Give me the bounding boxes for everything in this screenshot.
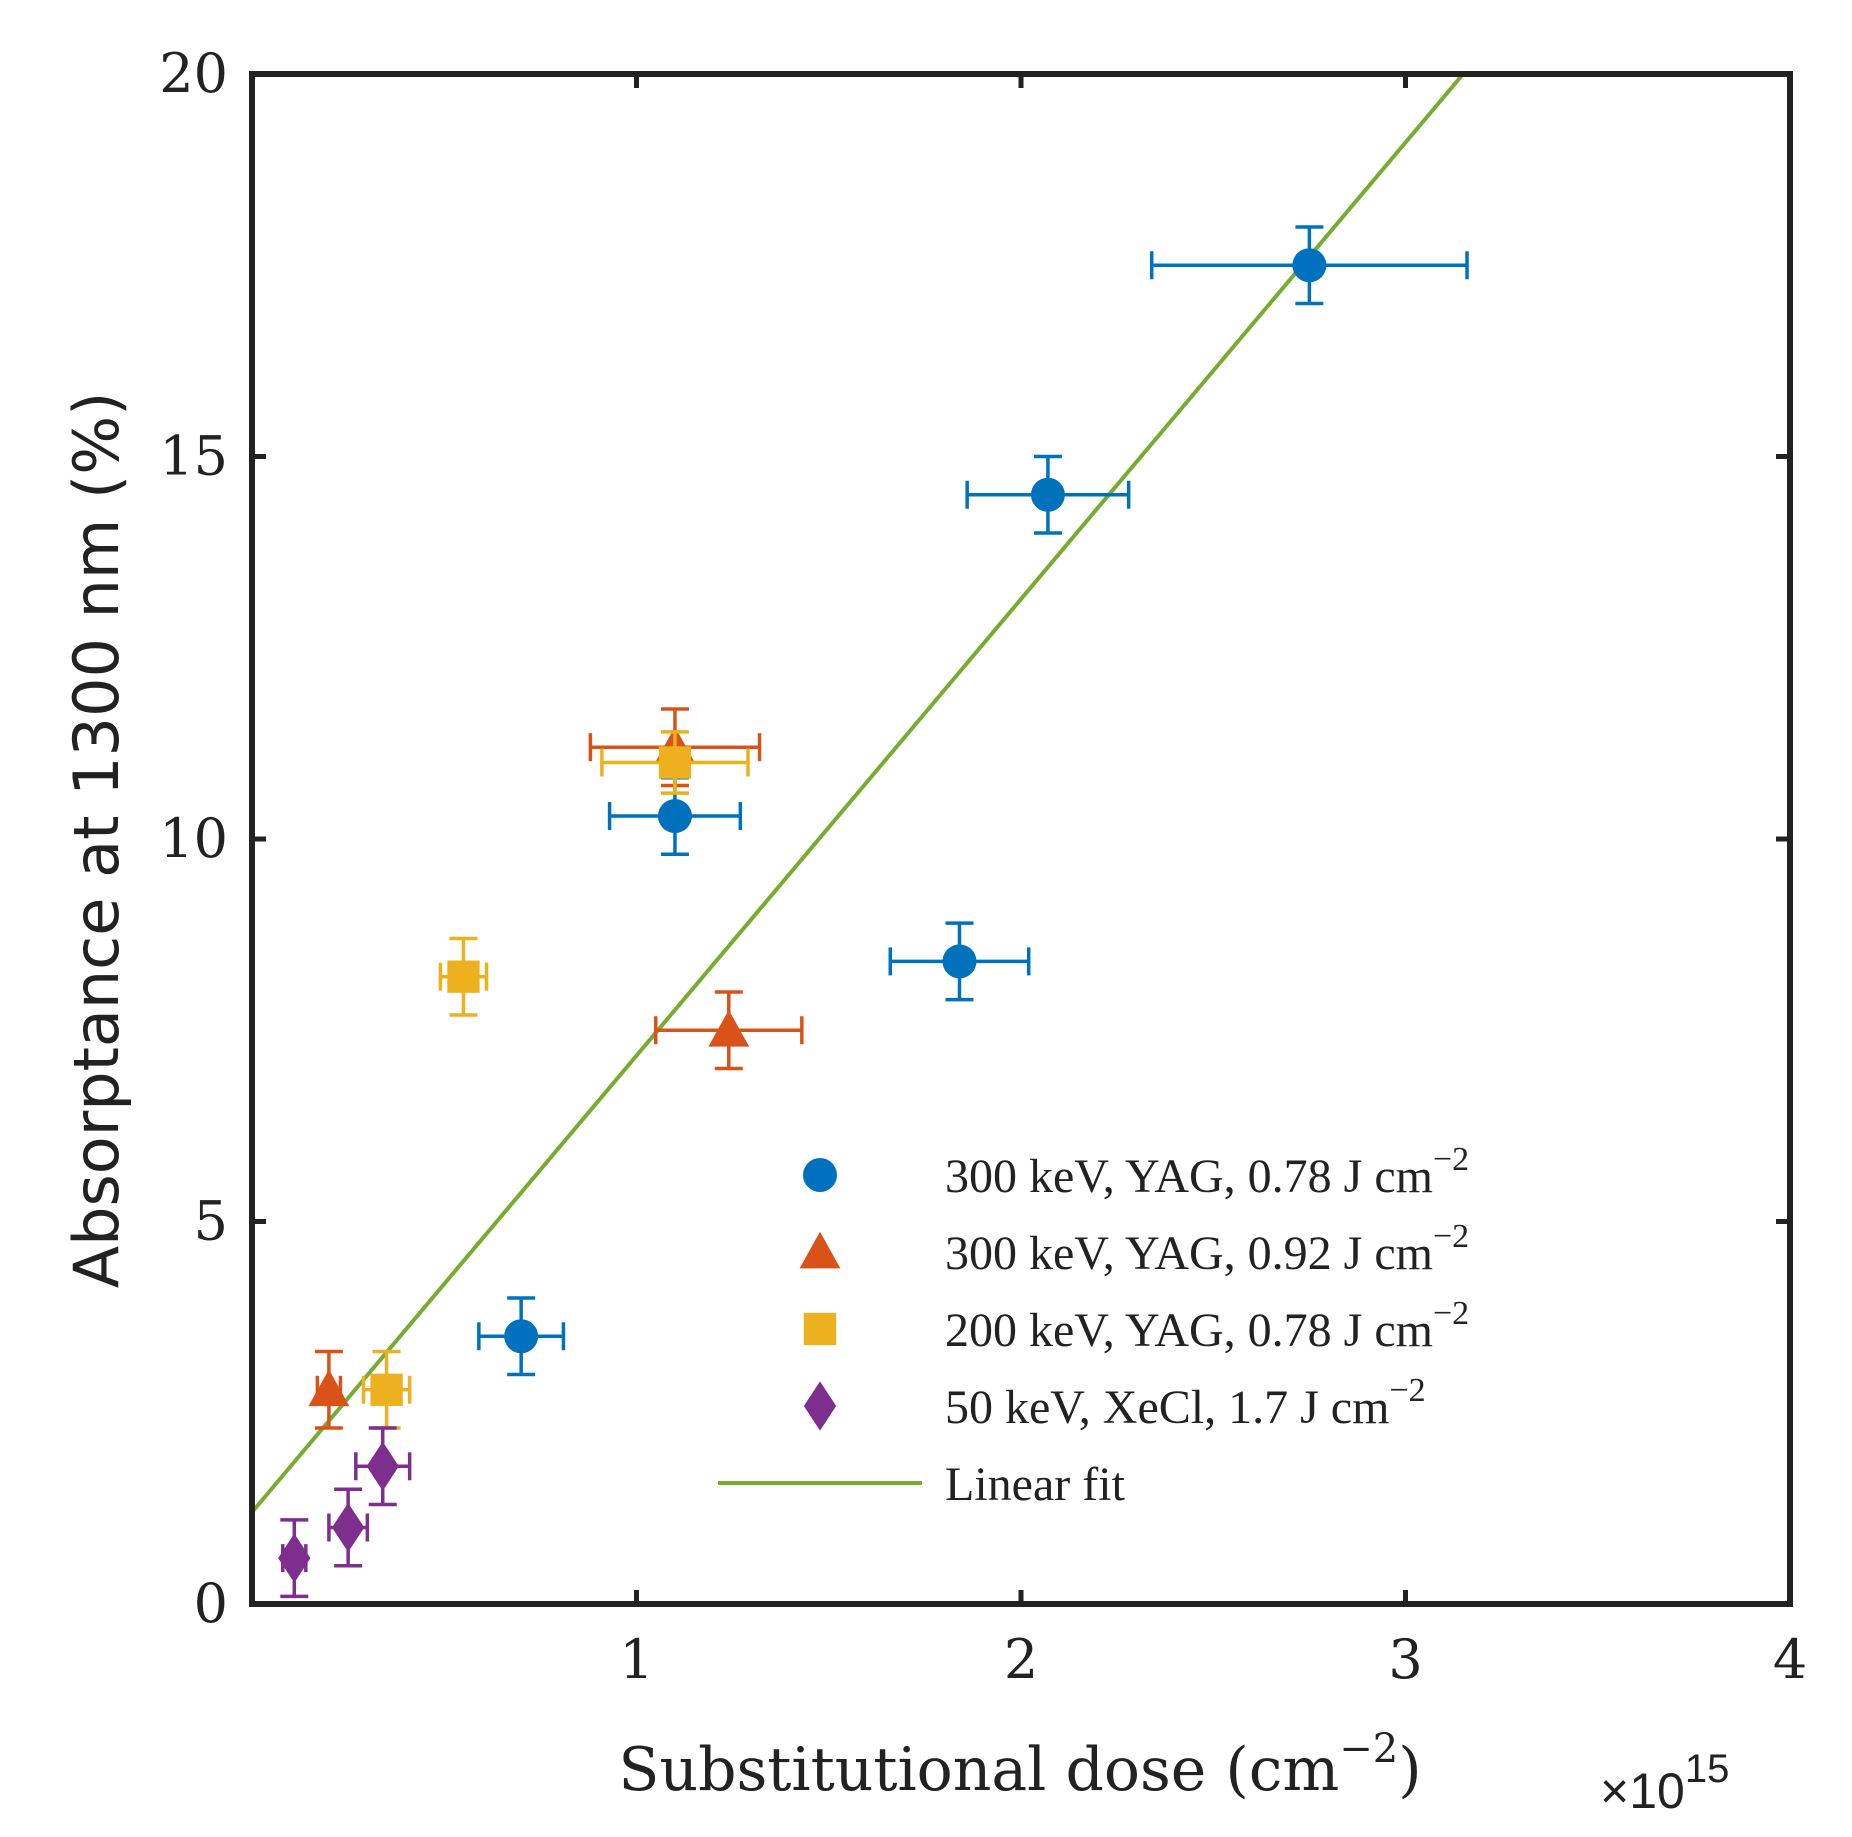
y-tick-label: 5 (194, 1190, 228, 1253)
legend-label: 200 keV, YAG, 0.78 J cm−2 (945, 1295, 1469, 1357)
x-axis-label-exponent: −2 (1339, 1726, 1398, 1772)
series-diamond (278, 1426, 412, 1599)
data-point-square (600, 730, 750, 795)
legend-label-main: 200 keV, YAG, 0.78 J cm (945, 1304, 1433, 1357)
x-tick-label: 4 (1773, 1628, 1807, 1691)
x-axis-label: Substitutional dose (cm−2) (618, 1726, 1421, 1805)
diamond-marker (366, 1441, 399, 1491)
y-tick-label: 0 (194, 1572, 228, 1635)
legend-entry: 300 keV, YAG, 0.92 J cm−2 (799, 1218, 1469, 1280)
x-axis-label-main: Substitutional dose (cm (618, 1735, 1339, 1805)
triangle-marker (708, 1009, 750, 1047)
triangle-marker (308, 1369, 350, 1407)
legend-entry: 200 keV, YAG, 0.78 J cm−2 (803, 1295, 1469, 1357)
data-point-square (438, 936, 489, 1017)
x-axis-multiplier: ×1015 (1600, 1747, 1729, 1819)
axis-ticks: 0 5 10 15 20 1 2 3 4 (159, 42, 1807, 1691)
legend-triangle-marker (799, 1231, 841, 1269)
x-tick-label: 2 (1004, 1628, 1038, 1691)
x-tick-label: 1 (619, 1628, 653, 1691)
data-point-diamond (354, 1426, 412, 1507)
y-tick-label: 15 (159, 425, 228, 488)
x-axis-label-close: ) (1398, 1735, 1421, 1805)
legend-label-exponent: −2 (1389, 1372, 1425, 1409)
plot-data-layer (252, 74, 1469, 1599)
data-point-triangle (308, 1349, 350, 1430)
circle-marker (942, 944, 977, 979)
legend-label-exponent: −2 (1433, 1141, 1469, 1178)
legend-circle-marker (803, 1158, 837, 1192)
series-circle (477, 225, 1469, 1377)
data-point-circle (965, 454, 1131, 535)
legend-entry: 300 keV, YAG, 0.78 J cm−2 (803, 1141, 1469, 1203)
square-marker (370, 1373, 403, 1406)
data-point-diamond (278, 1518, 311, 1599)
circle-marker (657, 799, 692, 834)
legend-square-marker (803, 1312, 837, 1346)
x-tick-label: 3 (1388, 1628, 1422, 1691)
data-point-square (361, 1349, 412, 1430)
y-tick-label: 20 (159, 42, 228, 105)
legend-entry: Linear fit (718, 1458, 1126, 1511)
legend-diamond-marker (803, 1381, 837, 1431)
linear-fit-line (252, 74, 1465, 1514)
legend-label-main: 300 keV, YAG, 0.92 J cm (945, 1227, 1433, 1280)
legend-label: Linear fit (945, 1458, 1126, 1511)
y-axis-label: Absorptance at 1300 nm (%) (60, 392, 133, 1289)
x-axis-multiplier-base: ×10 (1600, 1763, 1685, 1819)
legend-label-main: 300 keV, YAG, 0.78 J cm (945, 1150, 1433, 1203)
plot-frame (249, 71, 1793, 1607)
diamond-marker (278, 1533, 311, 1583)
legend-label: 50 keV, XeCl, 1.7 J cm−2 (945, 1372, 1426, 1434)
circle-marker (1292, 248, 1327, 283)
legend-label-exponent: −2 (1433, 1295, 1469, 1332)
legend-label-main: 50 keV, XeCl, 1.7 J cm (945, 1381, 1389, 1434)
series-square (361, 730, 750, 1430)
square-marker (658, 746, 692, 779)
legend-entry: 50 keV, XeCl, 1.7 J cm−2 (803, 1372, 1426, 1434)
diamond-marker (331, 1502, 365, 1553)
legend-label-exponent: −2 (1433, 1218, 1469, 1255)
data-point-circle (888, 921, 1031, 1002)
x-axis-multiplier-exponent: 15 (1685, 1747, 1730, 1791)
circle-marker (504, 1319, 539, 1354)
y-tick-label: 10 (159, 807, 228, 870)
legend-label: 300 keV, YAG, 0.92 J cm−2 (945, 1218, 1469, 1280)
data-point-triangle (653, 990, 804, 1071)
circle-marker (1030, 477, 1065, 512)
data-point-circle (1149, 225, 1469, 306)
square-marker (447, 960, 480, 993)
data-point-diamond (327, 1487, 370, 1568)
data-point-circle (477, 1296, 566, 1377)
legend-label: 300 keV, YAG, 0.78 J cm−2 (945, 1141, 1469, 1203)
